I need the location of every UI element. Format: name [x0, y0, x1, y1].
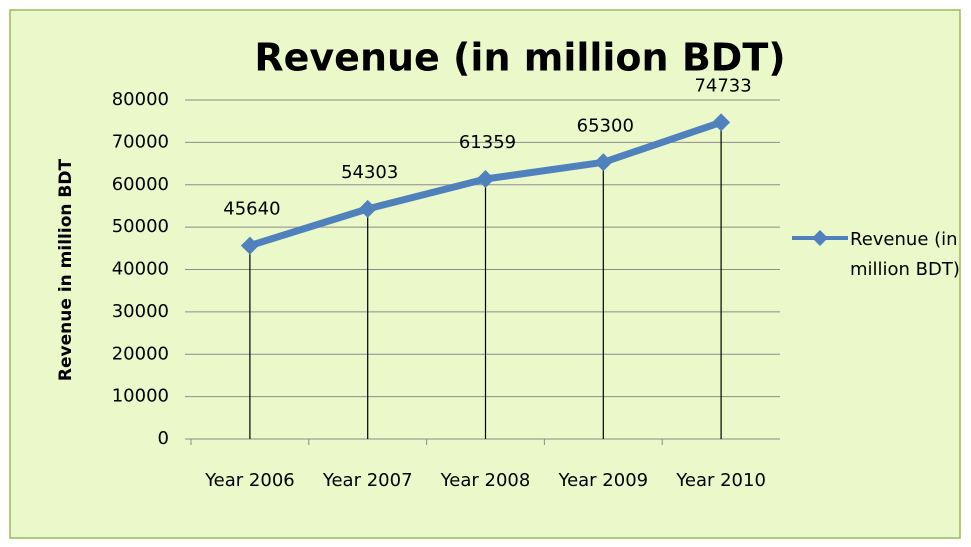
marker — [358, 199, 377, 218]
data-label: 54303 — [341, 162, 398, 183]
y-tick-label: 40000 — [112, 259, 169, 280]
y-tick-label: 30000 — [112, 301, 169, 322]
y-tick-label: 20000 — [112, 343, 169, 364]
data-label: 45640 — [223, 199, 280, 220]
marker — [240, 236, 259, 255]
y-tick-label: 10000 — [112, 386, 169, 407]
x-tick-label: Year 2007 — [322, 470, 413, 491]
x-tick-label: Year 2008 — [440, 470, 531, 491]
legend-label: Revenue (in million BDT) — [850, 229, 960, 280]
y-axis-label: Revenue in million BDT — [56, 159, 76, 382]
legend-marker — [812, 230, 828, 246]
data-label: 74733 — [694, 75, 751, 96]
x-tick-label: Year 2009 — [557, 470, 648, 491]
y-tick-label: 70000 — [112, 131, 169, 152]
marker — [594, 153, 613, 172]
y-tick-label: 0 — [158, 428, 169, 449]
data-label: 65300 — [577, 115, 634, 136]
chart-title: Revenue (in million BDT) — [254, 36, 785, 80]
x-tick-label: Year 2006 — [204, 470, 295, 491]
y-tick-label: 50000 — [112, 216, 169, 237]
data-label: 61359 — [459, 132, 516, 153]
y-tick-label: 80000 — [112, 89, 169, 110]
marker — [712, 113, 731, 132]
x-tick-label: Year 2010 — [675, 470, 766, 491]
marker — [476, 169, 495, 188]
y-tick-label: 60000 — [112, 174, 169, 195]
